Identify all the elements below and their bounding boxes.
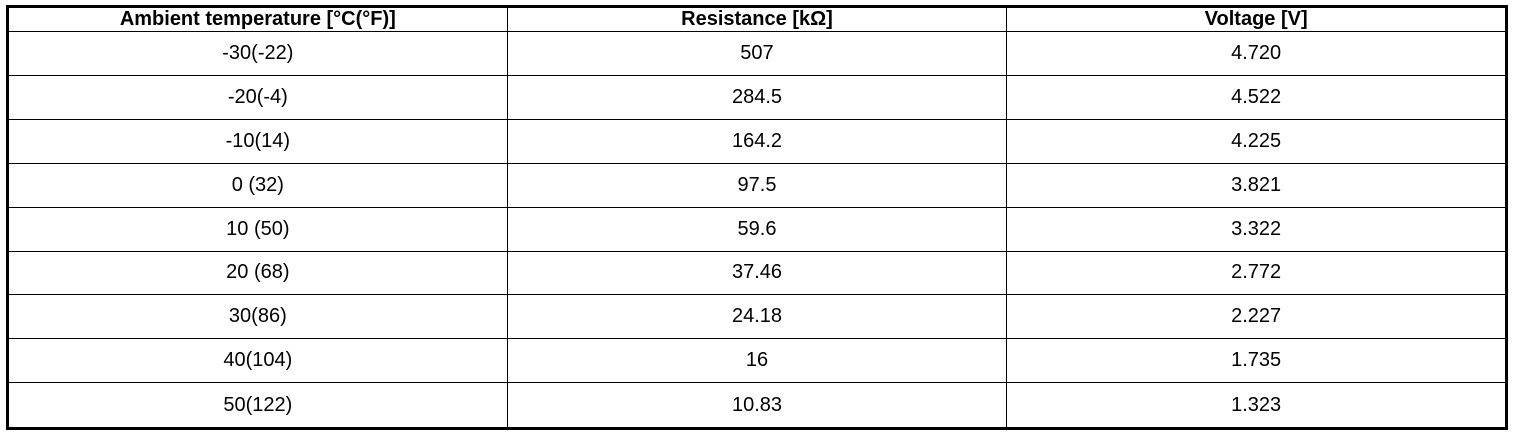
table-cell: 0 (32) <box>7 162 508 208</box>
table-cell: 97.5 <box>506 162 1008 208</box>
table-header: Ambient temperature [°C(°F)] Resistance [… <box>7 6 1507 32</box>
header-cell: Voltage [V] <box>1006 6 1507 32</box>
table-row: -30(-22) 507 4.720 <box>7 31 1507 76</box>
table-cell: 284.5 <box>506 74 1008 120</box>
header-cell: Resistance [kΩ] <box>506 6 1008 32</box>
table-cell: 10.83 <box>506 382 1008 429</box>
table-cell: 507 <box>506 31 1008 76</box>
table-row: 50(122) 10.83 1.323 <box>7 382 1507 429</box>
table-cell: 30(86) <box>7 294 508 340</box>
table-cell: 4.522 <box>1006 74 1507 120</box>
data-table: Ambient temperature [°C(°F)] Resistance [… <box>6 5 1508 430</box>
table-cell: 4.720 <box>1006 31 1507 76</box>
table-row: -20(-4) 284.5 4.522 <box>7 74 1507 120</box>
table-cell: 3.322 <box>1006 206 1507 252</box>
table-cell: 1.323 <box>1006 382 1507 429</box>
table-cell: 4.225 <box>1006 118 1507 164</box>
table-cell: 16 <box>506 338 1008 384</box>
table-cell: 20 (68) <box>7 250 508 296</box>
table-row: 10 (50) 59.6 3.322 <box>7 206 1507 252</box>
table-cell: 24.18 <box>506 294 1008 340</box>
table-cell: 40(104) <box>7 338 508 384</box>
table-cell: 3.821 <box>1006 162 1507 208</box>
table-row: 20 (68) 37.46 2.772 <box>7 250 1507 296</box>
table-cell: 37.46 <box>506 250 1008 296</box>
table-row: 0 (32) 97.5 3.821 <box>7 162 1507 208</box>
table-cell: 10 (50) <box>7 206 508 252</box>
table-cell: 1.735 <box>1006 338 1507 384</box>
table-cell: -10(14) <box>7 118 508 164</box>
table-cell: 2.227 <box>1006 294 1507 340</box>
table-cell: 50(122) <box>7 382 508 429</box>
table-cell: -30(-22) <box>7 31 508 76</box>
table-cell: 164.2 <box>506 118 1008 164</box>
table-cell: 59.6 <box>506 206 1008 252</box>
table-cell: 2.772 <box>1006 250 1507 296</box>
table-row: 30(86) 24.18 2.227 <box>7 294 1507 340</box>
table-body: -30(-22) 507 4.720 -20(-4) 284.5 4.522 -10(14)… <box>7 31 1507 429</box>
header-row: Ambient temperature [°C(°F)] Resistance [… <box>7 6 1507 32</box>
table-row: 40(104) 16 1.735 <box>7 338 1507 384</box>
table-cell: -20(-4) <box>7 74 508 120</box>
header-cell: Ambient temperature [°C(°F)] <box>7 6 508 32</box>
table-row: -10(14) 164.2 4.225 <box>7 118 1507 164</box>
